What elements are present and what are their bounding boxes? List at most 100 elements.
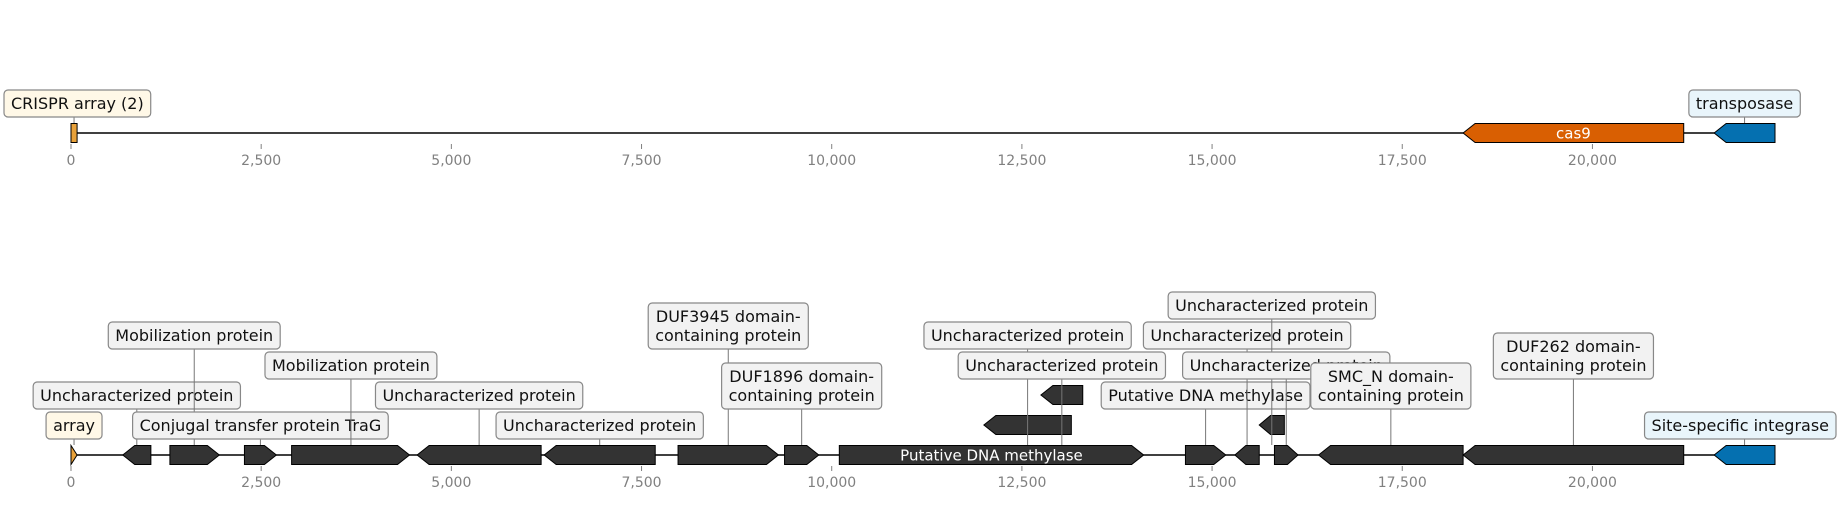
callout-label: transposase — [1696, 94, 1793, 113]
axis-tick-label: 7,500 — [621, 153, 661, 169]
locus-track-top: 0 2,500 5,000 7,500 10,000 12,500 15,000 17,500… — [3, 89, 1801, 169]
callout-label: Site-specific integrase — [1652, 416, 1829, 435]
callout-label: Uncharacterized protein — [931, 326, 1124, 345]
callout-label: containing protein — [1500, 356, 1646, 375]
feature-callout: Uncharacterized protein — [1142, 321, 1352, 350]
feature-callout: Site-specific integrase — [1643, 411, 1837, 440]
callout-label: Uncharacterized protein — [1150, 326, 1343, 345]
gene-arrow[interactable] — [677, 445, 780, 465]
transposase-gene[interactable] — [1713, 123, 1776, 143]
feature-callout: DUF262 domain-containing protein — [1492, 332, 1655, 380]
feature-callout: DUF1896 domain-containing protein — [721, 362, 883, 410]
callout-box — [132, 411, 389, 440]
callout-label: Uncharacterized protein — [382, 386, 575, 405]
callout-box — [45, 411, 103, 440]
callout-label: DUF3945 domain- — [656, 307, 801, 326]
callout-box — [923, 321, 1132, 350]
callout-box — [107, 321, 281, 350]
gene-arrow[interactable] — [1273, 445, 1299, 465]
callout-label: Uncharacterized protein — [965, 356, 1158, 375]
feature-callout: Conjugal transfer protein TraG — [132, 411, 389, 440]
callout-box — [3, 89, 152, 118]
crispr-array[interactable] — [70, 443, 78, 467]
axis-tick-label: 12,500 — [997, 475, 1046, 491]
feature-callout: Uncharacterized protein — [1167, 291, 1377, 320]
callout-box — [1167, 291, 1377, 320]
gene-arrow[interactable] — [1462, 445, 1685, 465]
axis-tick-label: 17,500 — [1378, 475, 1427, 491]
callout-box — [1142, 321, 1352, 350]
callout-label: Uncharacterized protein — [40, 386, 233, 405]
axis-tick-label: 20,000 — [1568, 475, 1617, 491]
feature-callout: array — [45, 411, 103, 440]
callout-label: Uncharacterized protein — [1175, 296, 1368, 315]
gene-arrow[interactable] — [416, 445, 542, 465]
callout-label: array — [53, 416, 95, 435]
callout-box — [1688, 89, 1801, 118]
callout-box — [495, 411, 704, 440]
axis-tick-label: 10,000 — [807, 475, 856, 491]
feature-callout: transposase — [1688, 89, 1801, 118]
gene-arrow[interactable] — [838, 445, 1145, 465]
gene-arrow[interactable] — [291, 445, 411, 465]
feature-callout: CRISPR array (2) — [3, 89, 152, 118]
callout-label: containing protein — [655, 326, 801, 345]
callout-label: DUF1896 domain- — [729, 367, 874, 386]
feature-callout: Uncharacterized protein — [495, 411, 704, 440]
axis-tick-label: 12,500 — [997, 153, 1046, 169]
locus-track-bottom: 0 2,500 5,000 7,500 10,000 12,500 15,000 17,500… — [32, 291, 1837, 491]
callout-box — [1310, 362, 1472, 410]
gene-arrow[interactable] — [784, 445, 820, 465]
feature-callout: Uncharacterized protein — [923, 321, 1132, 350]
gene-arrow[interactable] — [1184, 445, 1227, 465]
axis-tick-label: 0 — [67, 475, 76, 491]
callout-box — [1100, 381, 1311, 410]
callout-box — [957, 351, 1167, 380]
callout-label: SMC_N domain- — [1328, 367, 1454, 387]
gene-arrow[interactable] — [243, 445, 278, 465]
callout-box — [32, 381, 242, 410]
callout-label: Mobilization protein — [272, 356, 430, 375]
feature-callout: DUF3945 domain-containing protein — [647, 302, 809, 350]
axis-tick-label: 0 — [67, 153, 76, 169]
gene-inline-label: Putative DNA methylase — [900, 447, 1083, 465]
callout-box — [647, 302, 809, 350]
gene-inline-label: cas9 — [1556, 125, 1591, 143]
callout-label: Putative DNA methylase — [1108, 386, 1303, 405]
axis-tick-label: 15,000 — [1188, 153, 1237, 169]
callout-label: containing protein — [729, 386, 875, 405]
gene-arrow[interactable] — [121, 445, 152, 465]
callout-label: Mobilization protein — [115, 326, 273, 345]
feature-callout: Uncharacterized protein — [32, 381, 242, 410]
feature-callout: Uncharacterized protein — [957, 351, 1167, 380]
callout-label: Uncharacterized protein — [503, 416, 696, 435]
gene-arrow[interactable] — [169, 445, 221, 465]
transposase-gene[interactable] — [1713, 445, 1776, 465]
axis-tick-label: 20,000 — [1568, 153, 1617, 169]
callout-box — [1643, 411, 1837, 440]
axis-tick-label: 2,500 — [241, 475, 281, 491]
gene-arrow[interactable] — [543, 445, 656, 465]
axis-tick-label: 15,000 — [1188, 475, 1237, 491]
axis-tick-label: 17,500 — [1378, 153, 1427, 169]
feature-callout: Uncharacterized protein — [374, 381, 584, 410]
callout-box — [721, 362, 883, 410]
axis-tick-label: 7,500 — [621, 475, 661, 491]
callout-label: DUF262 domain- — [1506, 337, 1641, 356]
axis-tick-label: 5,000 — [431, 153, 471, 169]
crispr-array[interactable] — [70, 123, 78, 143]
feature-callout: Putative DNA methylase — [1100, 381, 1311, 410]
feature-callout: Mobilization protein — [107, 321, 281, 350]
feature-callout: Mobilization protein — [264, 351, 438, 380]
axis-tick-label: 2,500 — [241, 153, 281, 169]
gene-arrow[interactable] — [1317, 445, 1464, 465]
callout-label: Conjugal transfer protein TraG — [140, 416, 382, 435]
callout-label: CRISPR array (2) — [11, 94, 144, 113]
axis-tick-label: 5,000 — [431, 475, 471, 491]
callout-box — [374, 381, 584, 410]
callout-box — [1492, 332, 1655, 380]
cas-gene[interactable] — [1462, 123, 1685, 143]
gene-arrow[interactable] — [1234, 445, 1260, 465]
feature-callout: SMC_N domain-containing protein — [1310, 362, 1472, 410]
